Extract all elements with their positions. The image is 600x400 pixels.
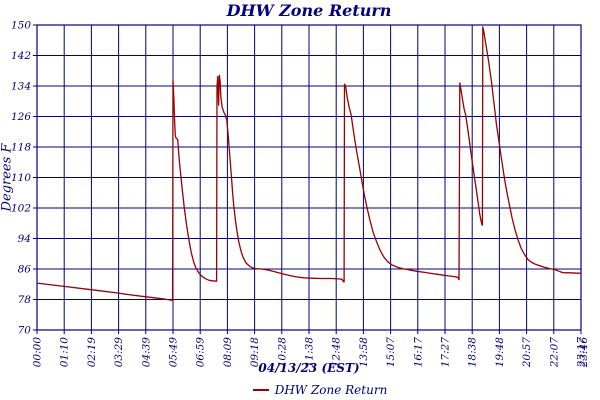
legend: DHW Zone Return — [20, 382, 600, 398]
x-tick-label: 15:07 — [385, 337, 397, 368]
y-tick-label: 142 — [11, 50, 31, 62]
x-tick-label: 03:29 — [113, 337, 125, 368]
y-tick-label: 78 — [18, 294, 32, 306]
y-tick-label: 134 — [11, 81, 31, 93]
y-tick-label: 70 — [18, 325, 32, 337]
x-tick-label: 01:10 — [59, 337, 71, 368]
plot-border — [36, 24, 582, 331]
legend-line-swatch — [252, 389, 269, 391]
y-tick-label: 118 — [11, 142, 31, 154]
x-tick-label: 17:27 — [440, 337, 452, 368]
x-tick-label: 12:48 — [331, 337, 343, 368]
x-tick-label-overlap: 23:46 — [578, 337, 590, 369]
x-tick-label: 08:09 — [222, 337, 234, 368]
x-tick-label: 22:07 — [548, 337, 560, 369]
x-tick-label: 13:58 — [358, 337, 370, 368]
chart-title: DHW Zone Return — [226, 1, 392, 20]
x-tick-label: 10:28 — [276, 337, 288, 368]
x-tick-label: 05:49 — [168, 337, 180, 368]
y-tick-label: 102 — [11, 203, 31, 215]
x-tick-label: 18:38 — [467, 337, 479, 368]
x-tick-label: 19:48 — [494, 337, 506, 368]
y-tick-label: 110 — [11, 172, 31, 184]
legend-label: DHW Zone Return — [274, 383, 388, 397]
x-tick-label: 04:39 — [140, 337, 152, 368]
x-tick-label: 23:17 — [576, 337, 588, 369]
x-tick-label: 06:59 — [195, 337, 207, 368]
y-tick-label: 94 — [18, 233, 31, 245]
x-axis-title: 04/13/23 (EST) — [258, 361, 360, 375]
y-tick-label: 86 — [18, 264, 32, 276]
y-tick-label: 150 — [11, 20, 31, 32]
x-tick-label: 09:18 — [249, 337, 261, 368]
y-tick-label: 126 — [11, 111, 31, 123]
x-tick-label: 16:17 — [412, 337, 424, 368]
x-tick-label: 00:00 — [32, 337, 44, 368]
x-tick-label: 11:38 — [304, 337, 316, 368]
x-tick-label: 02:19 — [86, 337, 98, 368]
series-line-dhw-zone-return — [36, 26, 581, 301]
x-tick-label: 20:57 — [521, 337, 533, 369]
